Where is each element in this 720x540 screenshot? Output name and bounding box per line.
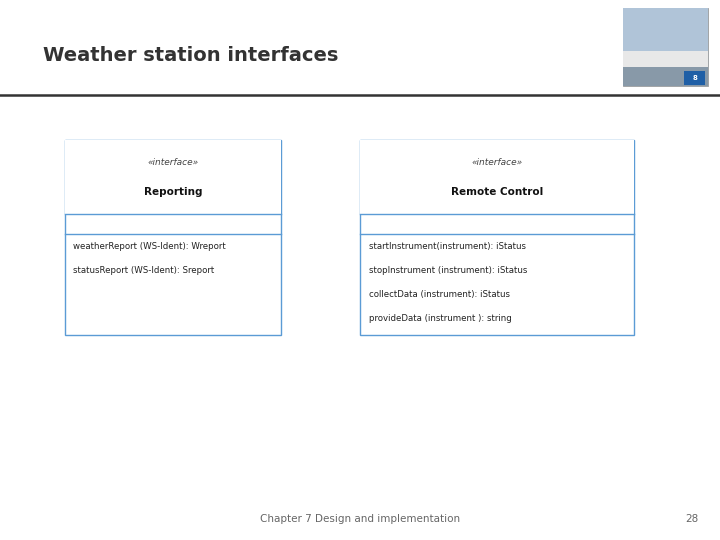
Text: Chapter 7 Design and implementation: Chapter 7 Design and implementation [260, 514, 460, 524]
Text: provideData (instrument ): string: provideData (instrument ): string [369, 314, 511, 322]
Bar [623, 8, 708, 86]
Bar [623, 8, 708, 51]
Text: 28: 28 [685, 514, 698, 524]
Bar [65, 140, 281, 214]
Bar [65, 140, 281, 335]
Bar [360, 140, 634, 214]
Text: Reporting: Reporting [143, 187, 202, 197]
Text: weatherReport (WS-Ident): Wreport: weatherReport (WS-Ident): Wreport [73, 242, 226, 251]
Bar [684, 71, 705, 85]
Text: statusReport (WS-Ident): Sreport: statusReport (WS-Ident): Sreport [73, 266, 215, 275]
Bar [623, 67, 708, 86]
Text: Weather station interfaces: Weather station interfaces [43, 46, 338, 65]
Text: collectData (instrument): iStatus: collectData (instrument): iStatus [369, 289, 510, 299]
Bar [623, 51, 708, 67]
Text: «interface»: «interface» [471, 158, 523, 167]
Text: Remote Control: Remote Control [451, 187, 543, 197]
Text: startInstrument(instrument): iStatus: startInstrument(instrument): iStatus [369, 242, 526, 251]
Text: «interface»: «interface» [147, 158, 199, 167]
Text: stopInstrument (instrument): iStatus: stopInstrument (instrument): iStatus [369, 266, 527, 275]
Bar [360, 140, 634, 335]
Text: 8: 8 [692, 75, 697, 81]
